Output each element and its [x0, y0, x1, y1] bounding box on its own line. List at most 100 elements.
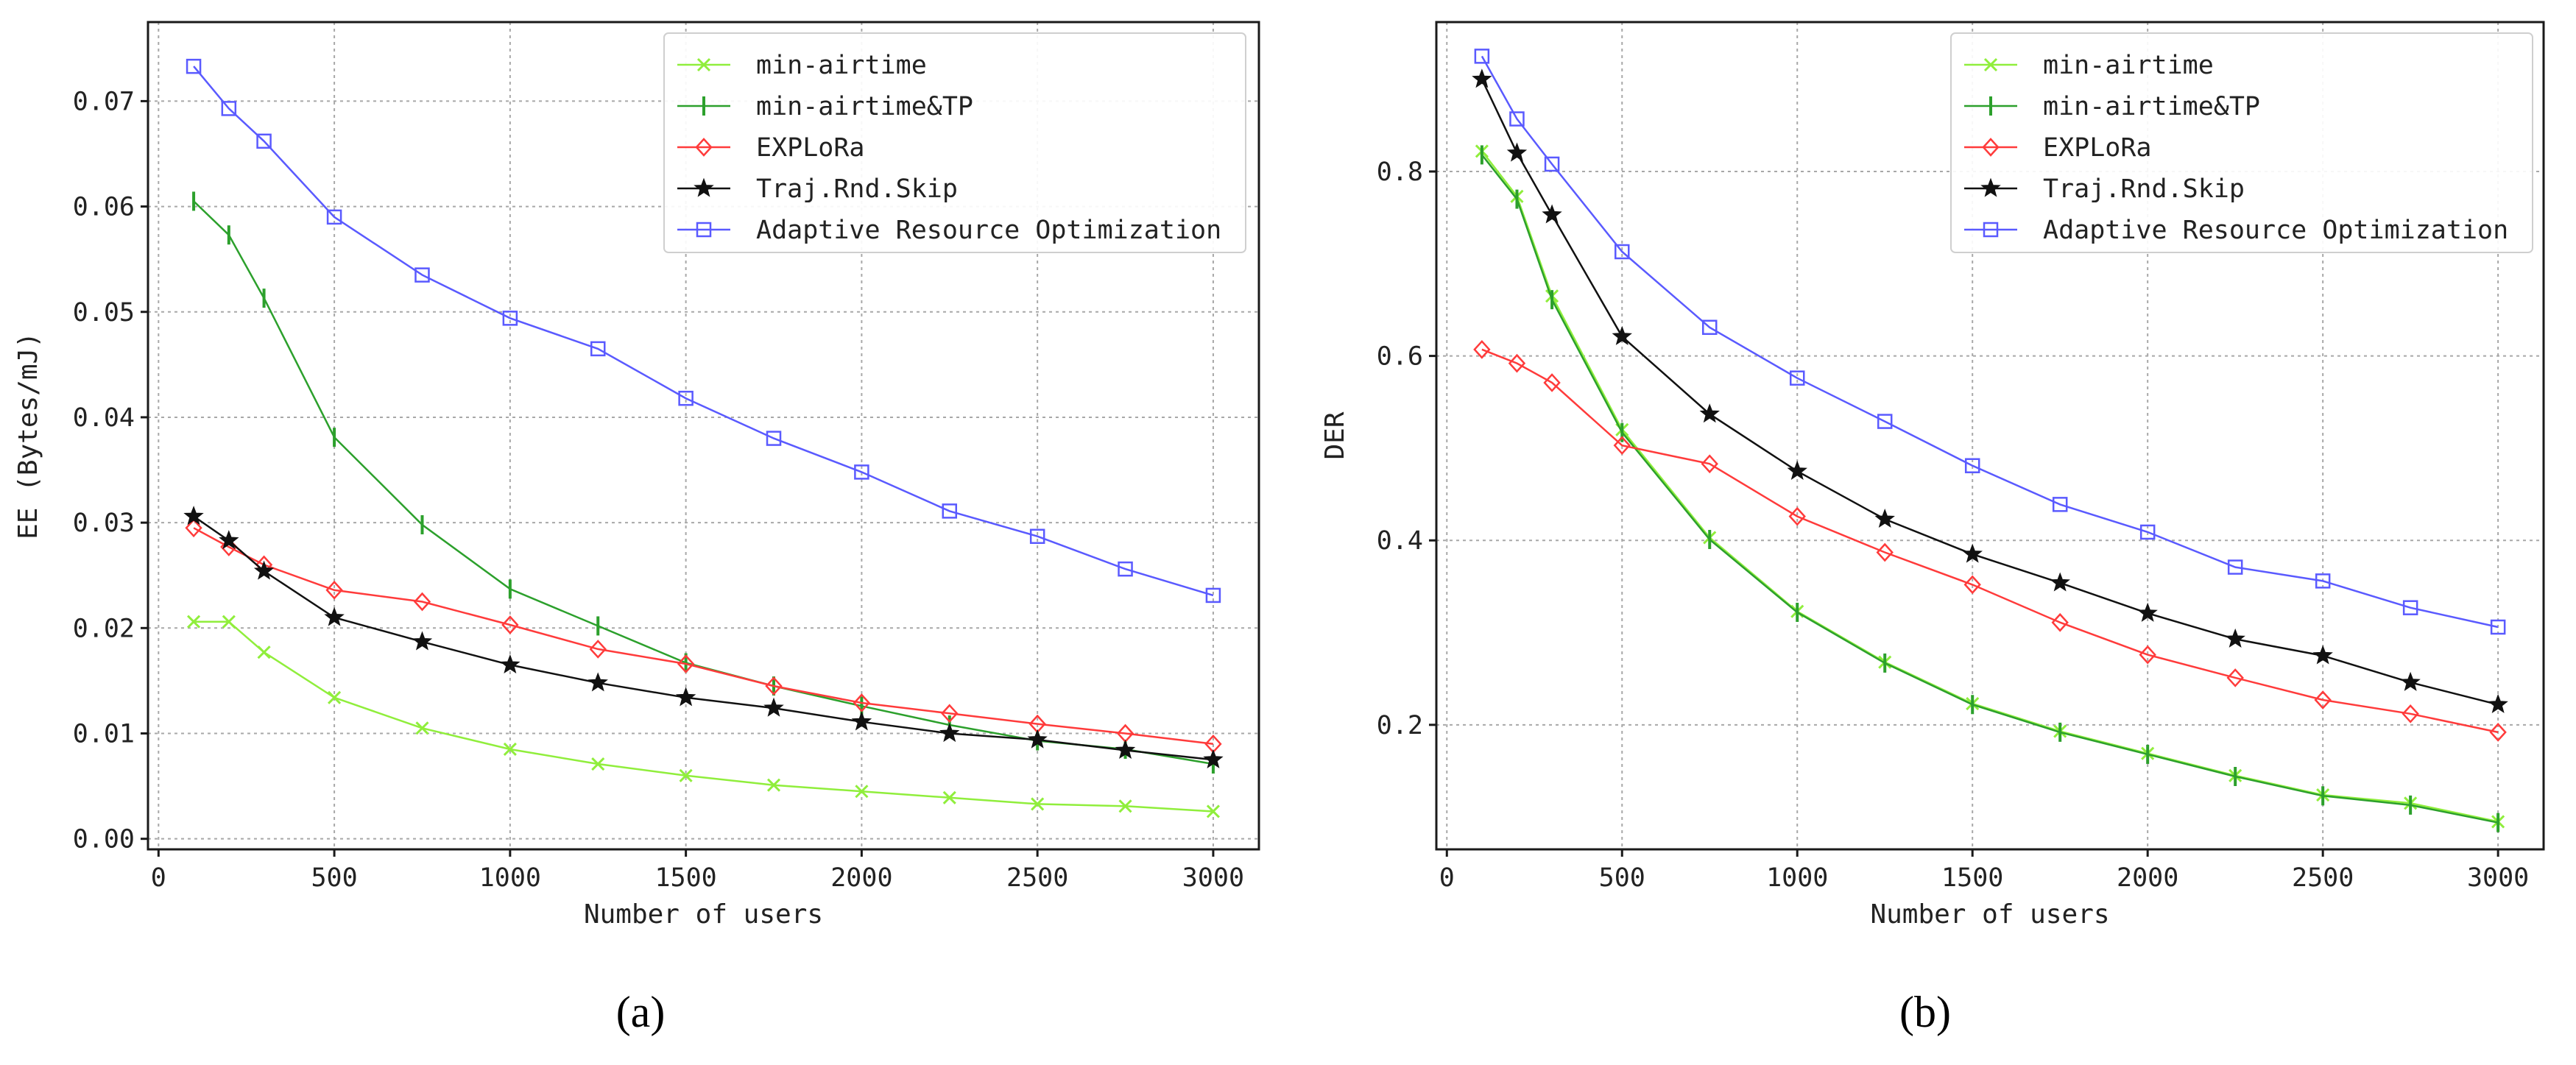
- data-point: [942, 790, 956, 804]
- data-point: [675, 687, 696, 707]
- series-explora: [1473, 339, 2507, 742]
- data-point: [1701, 454, 1718, 474]
- data-point: [2312, 645, 2333, 665]
- legend-marker: [694, 177, 714, 197]
- y-tick-label: 0.05: [73, 298, 135, 328]
- chart-panel-a: 0 500 1000 1500 2000 2500 3000 0.00 0.01 0.02 0.03…: [13, 21, 1260, 1036]
- data-point: [2137, 602, 2158, 622]
- data-point: [853, 693, 871, 712]
- data-point: [1031, 797, 1045, 811]
- data-point: [219, 530, 239, 550]
- legend-box: [663, 32, 1246, 253]
- data-point: [413, 592, 431, 612]
- legend-label: min-airtime: [756, 51, 927, 80]
- data-point: [1787, 460, 1807, 480]
- data-point: [183, 506, 204, 526]
- data-point: [591, 757, 605, 771]
- data-point: [1115, 739, 1136, 760]
- series-line: [193, 527, 1214, 746]
- data-point: [1788, 506, 1806, 526]
- data-point: [324, 606, 345, 626]
- legend-marker: [696, 222, 712, 238]
- data-point: [328, 690, 342, 704]
- data-point: [941, 704, 959, 723]
- data-point: [187, 615, 201, 629]
- series-adaptive-resource-optimization: [1474, 49, 2506, 635]
- data-point: [1472, 68, 1492, 88]
- plot-frame: [1435, 21, 2545, 851]
- series-adaptive-resource-optimization: [186, 58, 1221, 604]
- data-point: [1206, 804, 1220, 818]
- y-tick-label: 0.01: [73, 719, 135, 749]
- data-point: [1118, 561, 1133, 577]
- y-axis-label: EE (Bytes/mJ): [13, 332, 43, 539]
- data-point: [1699, 403, 1720, 423]
- plot-frame: [147, 21, 1260, 851]
- y-tick-label: 0.8: [1377, 158, 1423, 187]
- legend-entry: min-airtime&TP: [1964, 92, 2260, 121]
- data-point: [221, 101, 237, 116]
- x-axis-label: Number of users: [1870, 899, 2109, 930]
- series-min-airtime-tp: [192, 191, 1215, 774]
- panel-label: (b): [1899, 988, 1951, 1036]
- series-explora: [185, 518, 1222, 754]
- data-point: [1542, 204, 1562, 224]
- data-point: [589, 640, 607, 659]
- legend-entry: min-airtime: [1964, 51, 2214, 80]
- data-point: [2490, 619, 2506, 635]
- data-point: [1874, 508, 1895, 528]
- data-point: [185, 518, 202, 538]
- legend-marker: [696, 57, 711, 72]
- data-point: [325, 580, 343, 600]
- data-point: [1963, 575, 1981, 595]
- x-tick-label: 1500: [654, 863, 716, 893]
- data-point: [2402, 600, 2418, 615]
- data-point: [2052, 497, 2068, 512]
- legend-label: EXPLoRa: [2043, 133, 2152, 163]
- data-point: [942, 503, 958, 519]
- y-axis-label: DER: [1320, 411, 1350, 459]
- data-point: [1964, 458, 1980, 473]
- x-tick-label: 2500: [2292, 863, 2354, 893]
- series-line: [1481, 348, 2499, 734]
- data-point: [1027, 729, 1048, 749]
- legend: min-airtime min-airtime&TP EXPLoRa Traj.Rnd…: [1950, 32, 2533, 253]
- y-tick-label: 0.02: [73, 614, 135, 643]
- data-point: [2051, 612, 2069, 632]
- x-tick-label: 2000: [830, 863, 892, 893]
- series-min-airtime: [187, 615, 1220, 818]
- legend-entry: Adaptive Resource Optimization: [1964, 216, 2508, 245]
- legend-marker: [1983, 57, 1998, 72]
- data-point: [501, 615, 519, 634]
- x-tick-label: 1500: [1941, 863, 2003, 893]
- legend-label: min-airtime&TP: [756, 92, 973, 121]
- y-tick-label: 0.00: [73, 825, 135, 855]
- data-point: [1789, 370, 1805, 386]
- series-traj-rnd-skip: [1472, 68, 2508, 713]
- data-point: [2400, 671, 2421, 691]
- data-point: [1543, 373, 1561, 392]
- data-point: [677, 654, 695, 673]
- series-line: [193, 66, 1214, 597]
- y-tick-label: 0.6: [1377, 342, 1423, 372]
- data-point: [500, 654, 521, 674]
- y-tick-label: 0.06: [73, 193, 135, 222]
- data-point: [2227, 559, 2243, 575]
- data-point: [1506, 142, 1528, 162]
- data-point: [412, 631, 433, 651]
- data-point: [765, 676, 783, 696]
- data-point: [1203, 749, 1224, 768]
- data-point: [1877, 414, 1893, 429]
- data-point: [2225, 628, 2245, 648]
- legend-label: Traj.Rnd.Skip: [756, 174, 958, 204]
- y-tick-label: 0.07: [73, 87, 135, 116]
- data-point: [186, 58, 202, 74]
- series-line: [194, 620, 1213, 813]
- data-point: [766, 431, 782, 446]
- x-tick-label: 1000: [479, 863, 541, 893]
- panel-label: (a): [616, 988, 666, 1036]
- legend-marker: [1980, 177, 2001, 197]
- data-point: [503, 742, 517, 757]
- data-point: [1612, 325, 1632, 345]
- data-point: [326, 209, 342, 225]
